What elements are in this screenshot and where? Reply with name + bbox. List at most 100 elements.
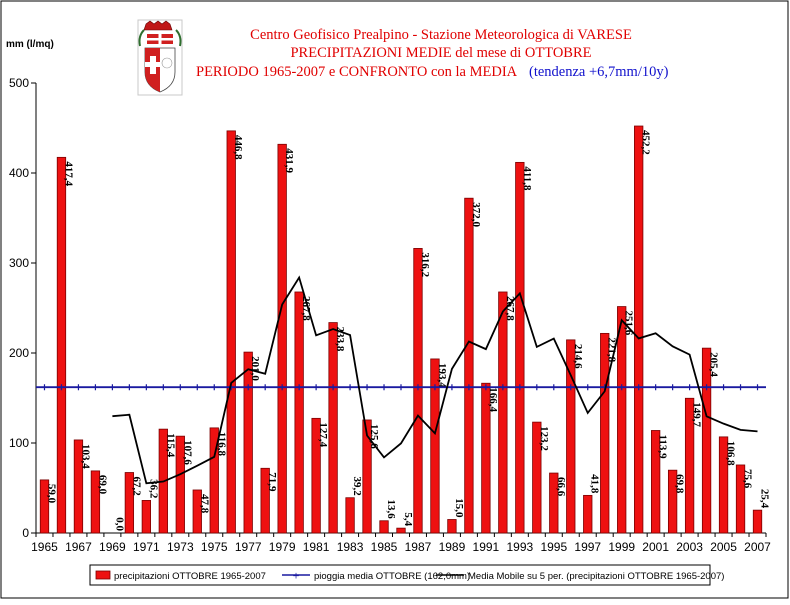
mean-line-marker bbox=[618, 384, 625, 391]
mean-line-marker bbox=[381, 384, 388, 391]
bar bbox=[430, 358, 440, 534]
x-tick-label: 1987 bbox=[405, 540, 432, 554]
bar bbox=[498, 291, 508, 534]
mean-line-marker bbox=[499, 384, 506, 391]
data-label: 66,6 bbox=[555, 477, 567, 497]
mean-line-marker bbox=[296, 384, 303, 391]
data-label: 69,0 bbox=[96, 475, 108, 495]
mean-line-marker bbox=[550, 384, 557, 391]
bar bbox=[515, 161, 525, 534]
bars-group bbox=[39, 125, 763, 534]
mean-line-marker bbox=[754, 384, 761, 391]
y-axis-label: mm (l/mq) bbox=[6, 39, 54, 50]
data-label: 267,8 bbox=[300, 296, 312, 321]
x-tick-label: 1991 bbox=[473, 540, 500, 554]
data-label: 166,4 bbox=[487, 387, 499, 412]
bar bbox=[752, 509, 763, 534]
bar bbox=[396, 527, 406, 534]
data-label: 69,8 bbox=[674, 474, 686, 494]
mean-line-marker bbox=[737, 384, 744, 391]
data-label: 452,2 bbox=[640, 130, 652, 155]
x-tick-label: 2005 bbox=[710, 540, 737, 554]
mean-line-marker bbox=[652, 384, 659, 391]
bar bbox=[311, 417, 321, 534]
mean-line-marker bbox=[109, 384, 116, 391]
data-label: 47,8 bbox=[198, 494, 210, 514]
chart-title-line3: PERIODO 1965-2007 e CONFRONTO con la MED… bbox=[196, 64, 518, 80]
data-label: 13,6 bbox=[385, 500, 397, 520]
data-label: 107,6 bbox=[181, 440, 193, 465]
data-label: 214,6 bbox=[572, 344, 584, 369]
bar bbox=[413, 248, 423, 534]
bar bbox=[634, 125, 644, 534]
bar bbox=[362, 419, 372, 534]
mean-line-marker bbox=[398, 384, 404, 391]
mean-line-marker bbox=[465, 384, 472, 391]
bar bbox=[294, 291, 304, 534]
mean-line-marker bbox=[482, 384, 489, 391]
x-tick-label: 1993 bbox=[506, 540, 533, 554]
x-tick-label: 1969 bbox=[99, 540, 126, 554]
data-label: 5,4 bbox=[402, 512, 414, 526]
mean-line-marker bbox=[414, 384, 421, 391]
bar bbox=[124, 472, 135, 534]
data-label: 193,4 bbox=[436, 363, 448, 388]
bar bbox=[90, 470, 101, 534]
chart-title-line1: Centro Geofisico Prealpino - Stazione Me… bbox=[250, 27, 632, 43]
x-tick-label: 2007 bbox=[744, 540, 771, 554]
bar bbox=[277, 143, 287, 534]
mean-line-marker bbox=[347, 384, 354, 391]
x-tick-label: 1967 bbox=[65, 540, 92, 554]
x-tick-label: 1979 bbox=[269, 540, 296, 554]
data-label: 221,8 bbox=[606, 337, 618, 362]
chart-trend-label: (tendenza +6,7mm/10y) bbox=[529, 64, 669, 80]
mean-line-marker bbox=[686, 384, 693, 391]
data-label: 39,2 bbox=[351, 476, 363, 496]
mean-line-marker bbox=[194, 384, 201, 391]
data-label: 251,6 bbox=[623, 311, 635, 336]
mean-line-marker bbox=[516, 384, 523, 391]
x-tick-label: 2001 bbox=[642, 540, 669, 554]
x-tick-label: 1989 bbox=[439, 540, 466, 554]
data-label: 127,4 bbox=[317, 422, 329, 447]
x-tick-label: 1977 bbox=[235, 540, 262, 554]
mean-line-marker bbox=[330, 384, 337, 391]
mean-line-marker bbox=[431, 384, 438, 391]
bar bbox=[141, 500, 151, 534]
y-tick-label: 200 bbox=[9, 346, 29, 360]
mean-line-markers bbox=[41, 384, 761, 391]
bar bbox=[566, 339, 576, 534]
bar bbox=[651, 430, 661, 534]
axes-group: 0 100 200 300 400 500 1965 1967 1969 1971 1973 1975… bbox=[9, 76, 771, 554]
legend: precipitazioni OTTOBRE 1965-2007 + piogg… bbox=[89, 564, 724, 586]
data-label: 149,7 bbox=[691, 402, 703, 427]
mean-line-marker bbox=[160, 384, 167, 391]
mean-line-marker bbox=[92, 384, 99, 391]
bar bbox=[481, 382, 491, 534]
data-label: 201,0 bbox=[249, 356, 261, 381]
bar bbox=[175, 435, 185, 534]
data-label: 67,2 bbox=[130, 477, 142, 497]
mean-line-marker bbox=[364, 384, 371, 391]
mean-line-marker bbox=[448, 384, 455, 391]
data-label: 446,8 bbox=[232, 135, 244, 160]
mean-line-marker bbox=[262, 384, 269, 391]
x-tick-label: 1997 bbox=[574, 540, 601, 554]
mean-line-marker bbox=[279, 384, 286, 391]
bar bbox=[718, 436, 729, 534]
mean-line-marker bbox=[211, 384, 218, 391]
mean-line-marker bbox=[669, 384, 676, 391]
bar bbox=[667, 469, 678, 534]
x-tick-label: 1975 bbox=[201, 540, 228, 554]
bar bbox=[209, 427, 219, 534]
data-label: 41,8 bbox=[589, 474, 601, 494]
bar bbox=[447, 519, 457, 534]
data-label: 0,0 bbox=[113, 517, 125, 531]
data-label: 103,4 bbox=[79, 444, 91, 469]
data-label: 125,6 bbox=[368, 424, 380, 449]
legend-swatch-bars bbox=[95, 570, 111, 580]
data-label: 115,4 bbox=[164, 433, 176, 458]
mean-line-marker bbox=[567, 384, 574, 391]
legend-label-moving-average: Media Mobile su 5 per. (precipitazioni O… bbox=[468, 571, 724, 582]
mean-line-marker bbox=[584, 384, 591, 391]
